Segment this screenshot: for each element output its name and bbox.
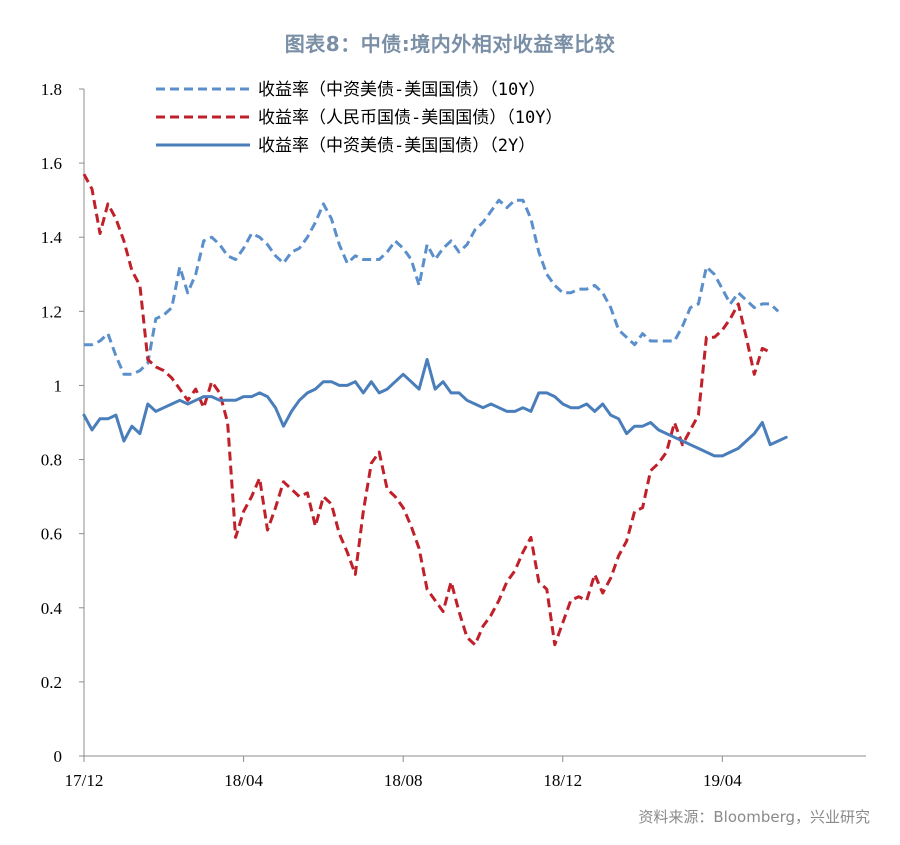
series-line-0 xyxy=(84,198,780,376)
x-tick-label: 18/12 xyxy=(543,771,582,790)
y-tick-label: 0 xyxy=(54,747,63,766)
y-tick-label: 1.6 xyxy=(41,154,62,173)
y-tick-label: 0.8 xyxy=(41,451,62,470)
y-tick-label: 1 xyxy=(54,376,63,395)
source-note: 资料来源：Bloomberg，兴业研究 xyxy=(638,808,870,826)
legend-label-2: 收益率（中资美债-美国国债）（2Y） xyxy=(258,136,535,156)
legend-label-1: 收益率（人民币国债-美国国债）（10Y） xyxy=(258,108,562,128)
x-tick-label: 18/04 xyxy=(224,771,263,790)
series-line-1 xyxy=(82,173,771,647)
axes: 0 0.2 0.4 0.6 0.8 1 1.2 1.4 1.6 1.8 17/12 18/04 18/0… xyxy=(41,80,866,790)
series-line-2 xyxy=(82,358,788,458)
x-tick-label: 19/04 xyxy=(703,771,742,790)
y-tick-label: 1.8 xyxy=(41,80,62,99)
y-tick-label: 1.4 xyxy=(41,228,63,247)
legend: 收益率（中资美债-美国国债）（10Y） 收益率（人民币国债-美国国债）（10Y） 收… xyxy=(156,80,562,156)
chart-title: 图表8：中债:境内外相对收益率比较 xyxy=(284,32,616,56)
y-tick-label: 0.2 xyxy=(41,673,62,692)
legend-label-0: 收益率（中资美债-美国国债）（10Y） xyxy=(258,80,545,100)
y-tick-label: 0.4 xyxy=(41,599,63,618)
x-tick-label: 18/08 xyxy=(384,771,423,790)
series-lines xyxy=(82,173,788,647)
y-tick-label: 1.2 xyxy=(41,302,62,321)
x-tick-label: 17/12 xyxy=(65,771,104,790)
y-tick-label: 0.6 xyxy=(41,525,62,544)
